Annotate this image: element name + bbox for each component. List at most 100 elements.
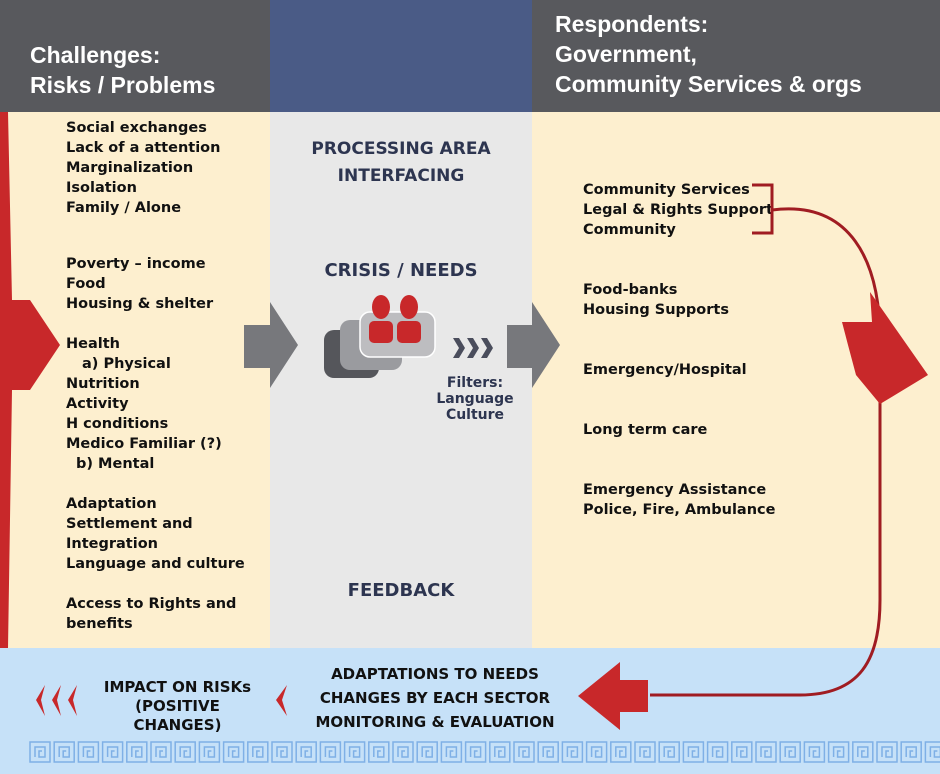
heading-line: Respondents: (555, 11, 709, 37)
adaptations-line: ADAPTATIONS TO NEEDS (331, 665, 539, 683)
adaptations-line: MONITORING & EVALUATION (315, 713, 555, 731)
respondent-item: Long term care (583, 422, 708, 438)
meander-tile (755, 741, 777, 763)
heading-line: Challenges: (30, 42, 161, 68)
feedback-label: FEEDBACK (347, 580, 455, 601)
people-group-icon (324, 295, 436, 378)
processing-title: PROCESSING AREA INTERFACING (270, 136, 532, 190)
adaptations-line: CHANGES BY EACH SECTOR (319, 689, 551, 707)
meander-tile (924, 741, 940, 763)
challenge-item: Marginalization (66, 160, 194, 176)
challenge-item: benefits (66, 616, 133, 632)
respondent-item: Legal & Rights Support (583, 202, 773, 218)
crisis-needs-label: CRISIS / NEEDS (324, 260, 478, 281)
meander-tile (464, 741, 487, 763)
meander-tile (150, 741, 172, 763)
filters-line: Filters: (446, 375, 504, 391)
challenge-item: H conditions (66, 416, 169, 432)
meander-tile (852, 741, 874, 763)
respondent-item: Community Services (583, 182, 750, 198)
challenges-heading: Challenges: Risks / Problems (30, 40, 215, 152)
respondents-heading: Respondents: Government, Community Servi… (555, 9, 862, 121)
filters-label: Filters: Language Culture (425, 375, 525, 423)
challenge-item: Family / Alone (66, 200, 182, 216)
challenge-item: Adaptation (66, 496, 157, 512)
impact-line: IMPACT ON RISKs (103, 678, 252, 696)
left-red-arrow (0, 112, 60, 648)
respondent-item: Food-banks (583, 282, 678, 298)
meander-tile (537, 741, 559, 763)
challenge-item: Integration (66, 536, 158, 552)
meander-tile (126, 741, 148, 763)
processing-area (270, 112, 532, 648)
heading-line: Government, (555, 41, 697, 67)
header-middle (270, 0, 532, 112)
impact-chevrons-icon (36, 685, 287, 716)
meander-tile (392, 741, 414, 763)
challenge-item: Housing & shelter (66, 296, 214, 312)
meander-tile (29, 741, 51, 763)
filters-line: Language (436, 391, 514, 407)
challenge-item: Poverty – income (66, 256, 206, 272)
impact-label: IMPACT ON RISKs (POSITIVE CHANGES) (90, 678, 265, 735)
meander-tile (53, 741, 75, 763)
challenge-item: Nutrition (66, 376, 140, 392)
meander-tile (803, 741, 826, 763)
processing-title-line: INTERFACING (337, 166, 465, 186)
meander-tile (682, 741, 705, 763)
meander-tile (900, 741, 922, 763)
adaptations-label: ADAPTATIONS TO NEEDS CHANGES BY EACH SEC… (310, 662, 560, 734)
meander-tile (634, 741, 656, 763)
respondent-item: Police, Fire, Ambulance (583, 502, 776, 518)
header-right (532, 0, 940, 112)
challenge-item: Isolation (66, 180, 137, 196)
meander-tile (343, 741, 366, 763)
curve-red-arrow (842, 292, 928, 404)
respondent-item: Housing Supports (583, 302, 729, 318)
meander-tile (295, 741, 317, 763)
bottom-red-arrow (578, 662, 648, 730)
meander-tile (174, 741, 196, 763)
meander-tile (731, 741, 753, 763)
challenge-item: Language and culture (66, 556, 245, 572)
heading-line: Community Services & orgs (555, 71, 862, 97)
challenge-item: Lack of a attention (66, 140, 221, 156)
meander-tile (440, 741, 463, 763)
challenge-item: Activity (66, 396, 129, 412)
meander-tile (416, 741, 438, 763)
filters-line: Culture (445, 407, 505, 423)
challenge-item: Settlement and (66, 516, 193, 532)
challenge-item: Food (66, 276, 106, 292)
gray-arrow-out (507, 302, 560, 388)
challenge-item: Social exchanges (66, 120, 207, 136)
meander-tile (561, 741, 584, 763)
meander-tile (271, 741, 293, 763)
meander-tile (876, 741, 898, 763)
meander-tile (247, 741, 269, 763)
meander-tile (77, 741, 100, 763)
meander-tile (101, 741, 124, 763)
meander-tile (368, 741, 390, 763)
challenge-item: Health (66, 336, 120, 352)
meander-border (29, 741, 940, 763)
bracket (752, 183, 774, 235)
challenge-item: Medico Familiar (?) (66, 436, 222, 452)
challenge-item: a) Physical (82, 356, 171, 372)
meander-tile (827, 741, 850, 763)
processing-title-line: PROCESSING AREA (311, 139, 491, 159)
meander-tile (222, 741, 245, 763)
gray-arrow-in (244, 302, 298, 388)
meander-tile (658, 741, 680, 763)
header-left (0, 0, 270, 112)
feedback-curve (650, 207, 882, 697)
meander-tile (706, 741, 729, 763)
meander-tile (513, 741, 535, 763)
heading-line: Risks / Problems (30, 72, 216, 98)
respondent-item: Community (583, 222, 676, 238)
meander-tile (779, 741, 801, 763)
respondent-item: Emergency/Hospital (583, 362, 747, 378)
impact-line: (POSITIVE CHANGES) (133, 697, 222, 734)
meander-tile (585, 741, 608, 763)
meander-tile (610, 741, 632, 763)
